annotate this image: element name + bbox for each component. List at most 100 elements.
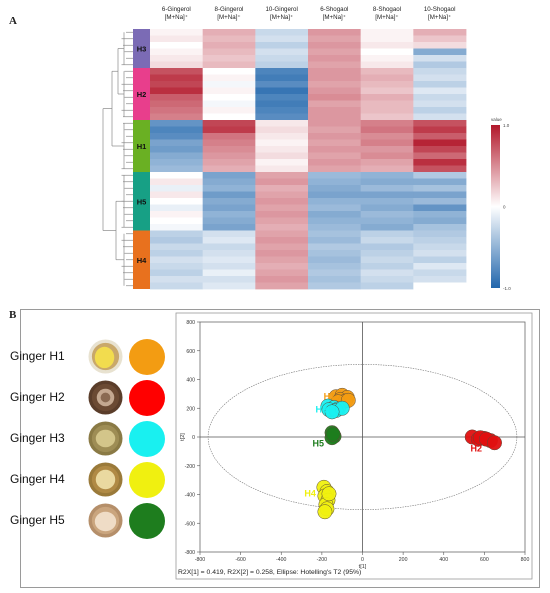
heatmap-cell (413, 87, 467, 95)
pca-x-tick-label: -800 (195, 557, 205, 563)
heatmap-cell (308, 282, 362, 290)
pca-x-tick-label: 800 (521, 557, 530, 563)
heatmap-cell (360, 165, 414, 173)
heatmap-cell (308, 230, 362, 238)
heatmap-cell (308, 204, 362, 212)
heatmap-cell (255, 276, 309, 283)
heatmap-cell (255, 42, 309, 49)
heatmap-column-label: 10-Shogaol [M+Na]⁺ (424, 6, 456, 21)
heatmap-cell (150, 172, 204, 179)
pca-x-tick-label: -400 (276, 557, 286, 563)
pca-point-h4 (317, 504, 333, 520)
legend-label-h5: Ginger H5 (10, 513, 65, 527)
heatmap-group-label: H5 (137, 197, 147, 206)
heatmap-cell (413, 35, 467, 43)
heatmap-cell (255, 230, 309, 238)
heatmap-cell (413, 81, 467, 88)
heatmap-cell (413, 107, 467, 114)
heatmap-cell (255, 87, 309, 95)
heatmap-cell (202, 211, 256, 218)
pca-y-tick-label: -200 (185, 464, 195, 470)
heatmap-cell (150, 276, 204, 283)
heatmap-colorbar-tick: -1.0 (503, 286, 511, 291)
heatmap-cell (202, 250, 256, 257)
heatmap-cell (308, 276, 362, 283)
heatmap-cell (308, 100, 362, 108)
pca-score-plot: -800 -600 -400 -200 0 200 400 600 800 -800 -600 -40… (175, 312, 533, 580)
heatmap-cell (308, 133, 362, 140)
heatmap-cell (202, 276, 256, 283)
heatmap-cell (413, 159, 467, 166)
heatmap-cell (202, 178, 256, 186)
heatmap-cell (360, 237, 414, 244)
heatmap-cell (413, 230, 467, 238)
heatmap-cell (308, 250, 362, 257)
heatmap-cell (308, 42, 362, 49)
heatmap-cell (308, 81, 362, 88)
heatmap-cell (413, 74, 467, 82)
heatmap-cell (413, 185, 467, 192)
pca-hotelling-ellipse (207, 364, 518, 510)
heatmap-cell (202, 282, 256, 290)
heatmap-cell (202, 224, 256, 231)
heatmap-cell (150, 87, 204, 95)
heatmap-group-bar-h5 (133, 172, 150, 231)
ginger-h1-photo (88, 339, 123, 374)
heatmap-cell (308, 55, 362, 62)
heatmap-figure: 6-Gingerol [M+Na]⁺ 8-Gingerol [M+Na]⁺ 10-Gin… (102, 6, 511, 291)
panel-b-frame (20, 309, 540, 588)
heatmap-cell (360, 68, 414, 75)
pca-x-tick-label: 200 (399, 557, 408, 563)
heatmap-cell (308, 29, 362, 36)
heatmap-cell (360, 191, 414, 199)
heatmap-cell (360, 172, 414, 179)
ginger-h3-photo (88, 421, 123, 456)
pca-point-h2 (487, 435, 502, 451)
heatmap-cell (360, 152, 414, 160)
heatmap-cell (413, 224, 467, 231)
heatmap-cell (202, 74, 256, 82)
heatmap-cell (308, 87, 362, 95)
heatmap-group-bar-h3 (133, 29, 150, 68)
heatmap-cell (255, 185, 309, 192)
heatmap-cell (255, 237, 309, 244)
pca-x-axis-label: t[1] (359, 564, 367, 570)
heatmap-cell (360, 250, 414, 257)
pca-x-tick-label: -600 (235, 557, 245, 563)
heatmap-cell (150, 237, 204, 244)
heatmap-cell (360, 198, 414, 205)
panel-a-heatmap: 6-Gingerol [M+Na]⁺ 8-Gingerol [M+Na]⁺ 10-Gin… (0, 0, 550, 295)
legend-label-h2: Ginger H2 (10, 390, 65, 404)
heatmap-cell (308, 94, 362, 101)
heatmap-cell (150, 263, 204, 270)
heatmap-cell (150, 204, 204, 212)
pca-point-h5 (325, 426, 341, 442)
pca-point-h3 (324, 404, 340, 420)
heatmap-cell (150, 74, 204, 82)
heatmap-cell (360, 107, 414, 114)
heatmap-cell (255, 211, 309, 218)
legend-item-h2: Ginger H2 (10, 378, 165, 418)
heatmap-cell (202, 133, 256, 140)
heatmap-cell (202, 120, 256, 127)
heatmap-cell (202, 61, 256, 69)
pca-series-label-h3: H3 (315, 404, 327, 414)
heatmap-cell (150, 185, 204, 192)
pca-x-tick-label: -200 (317, 557, 327, 563)
heatmap-cell (150, 29, 204, 36)
heatmap-cell (308, 178, 362, 186)
heatmap-cell (255, 107, 309, 114)
heatmap-cell (413, 152, 467, 160)
heatmap-cell (308, 237, 362, 244)
heatmap-cell (360, 204, 414, 212)
heatmap-cell (413, 100, 467, 108)
heatmap-cell (413, 211, 467, 218)
pca-y-tick-label: -800 (185, 550, 195, 556)
heatmap-dendrogram (102, 31, 133, 287)
heatmap-cell (202, 204, 256, 212)
heatmap-cell (360, 211, 414, 218)
heatmap-colorbar-tick: 1.0 (503, 123, 510, 128)
heatmap-cell (255, 269, 309, 277)
heatmap-cell (150, 269, 204, 277)
heatmap-cell (360, 55, 414, 62)
